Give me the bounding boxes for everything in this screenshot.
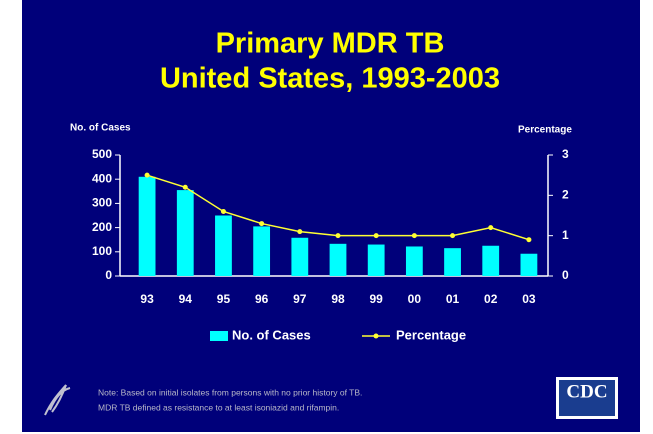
line-marker <box>411 233 417 239</box>
bar <box>329 243 347 276</box>
y2-tick-label: 3 <box>562 147 569 161</box>
y-tick-label: 400 <box>92 171 112 185</box>
line-marker <box>259 221 265 227</box>
line-marker <box>182 184 188 190</box>
x-tick-label: 00 <box>408 292 422 306</box>
hhs-logo <box>44 384 71 416</box>
x-tick-label: 01 <box>446 292 460 306</box>
y2-tick-label: 0 <box>562 268 569 282</box>
legend-swatch <box>373 333 379 339</box>
y-tick-label: 100 <box>92 244 112 258</box>
line-marker <box>220 208 226 214</box>
bar <box>405 246 423 276</box>
y2-axis-label: Percentage <box>518 125 572 136</box>
x-tick-label: 99 <box>370 292 384 306</box>
x-tick-label: 97 <box>293 292 307 306</box>
bar <box>520 253 538 276</box>
chart-title: Primary MDR TB <box>216 28 445 60</box>
line-marker <box>488 225 494 231</box>
note: Note: Based on initial isolates from per… <box>98 387 362 397</box>
slide-background <box>22 0 640 432</box>
x-tick-label: 02 <box>484 292 498 306</box>
cdc-logo-inner <box>559 380 615 416</box>
bar <box>253 226 271 276</box>
line-marker <box>373 233 379 239</box>
bar <box>444 248 461 276</box>
line-marker <box>335 233 341 239</box>
bar <box>291 237 309 276</box>
y-tick-label: 500 <box>92 147 112 161</box>
chart-subtitle: United States, 1993-2003 <box>160 63 500 95</box>
bar <box>215 215 232 276</box>
bar <box>367 244 385 276</box>
y-tick-label: 300 <box>92 196 112 210</box>
bar <box>482 245 500 276</box>
cdc-logo-text: CDC <box>566 381 607 402</box>
y2-tick-label: 1 <box>562 228 569 242</box>
line-marker <box>526 237 532 243</box>
legend-label: Percentage <box>396 327 466 342</box>
x-tick-label: 98 <box>331 292 345 306</box>
x-tick-label: 95 <box>217 292 231 306</box>
legend-label: No. of Cases <box>232 327 311 342</box>
x-tick-label: 03 <box>522 292 536 306</box>
line-marker <box>144 172 150 178</box>
legend-swatch <box>210 331 228 341</box>
y2-tick-label: 2 <box>562 188 569 202</box>
bar <box>176 190 194 276</box>
x-tick-label: 96 <box>255 292 269 306</box>
y-tick-label: 0 <box>105 268 112 282</box>
note: MDR TB defined as resistance to at least… <box>98 402 339 412</box>
line-marker <box>450 233 456 239</box>
bar <box>138 176 156 276</box>
y-axis-label: No. of Cases <box>70 123 131 134</box>
line-marker <box>297 229 303 235</box>
x-tick-label: 93 <box>140 292 154 306</box>
x-tick-label: 94 <box>179 292 193 306</box>
y-tick-label: 200 <box>92 220 112 234</box>
